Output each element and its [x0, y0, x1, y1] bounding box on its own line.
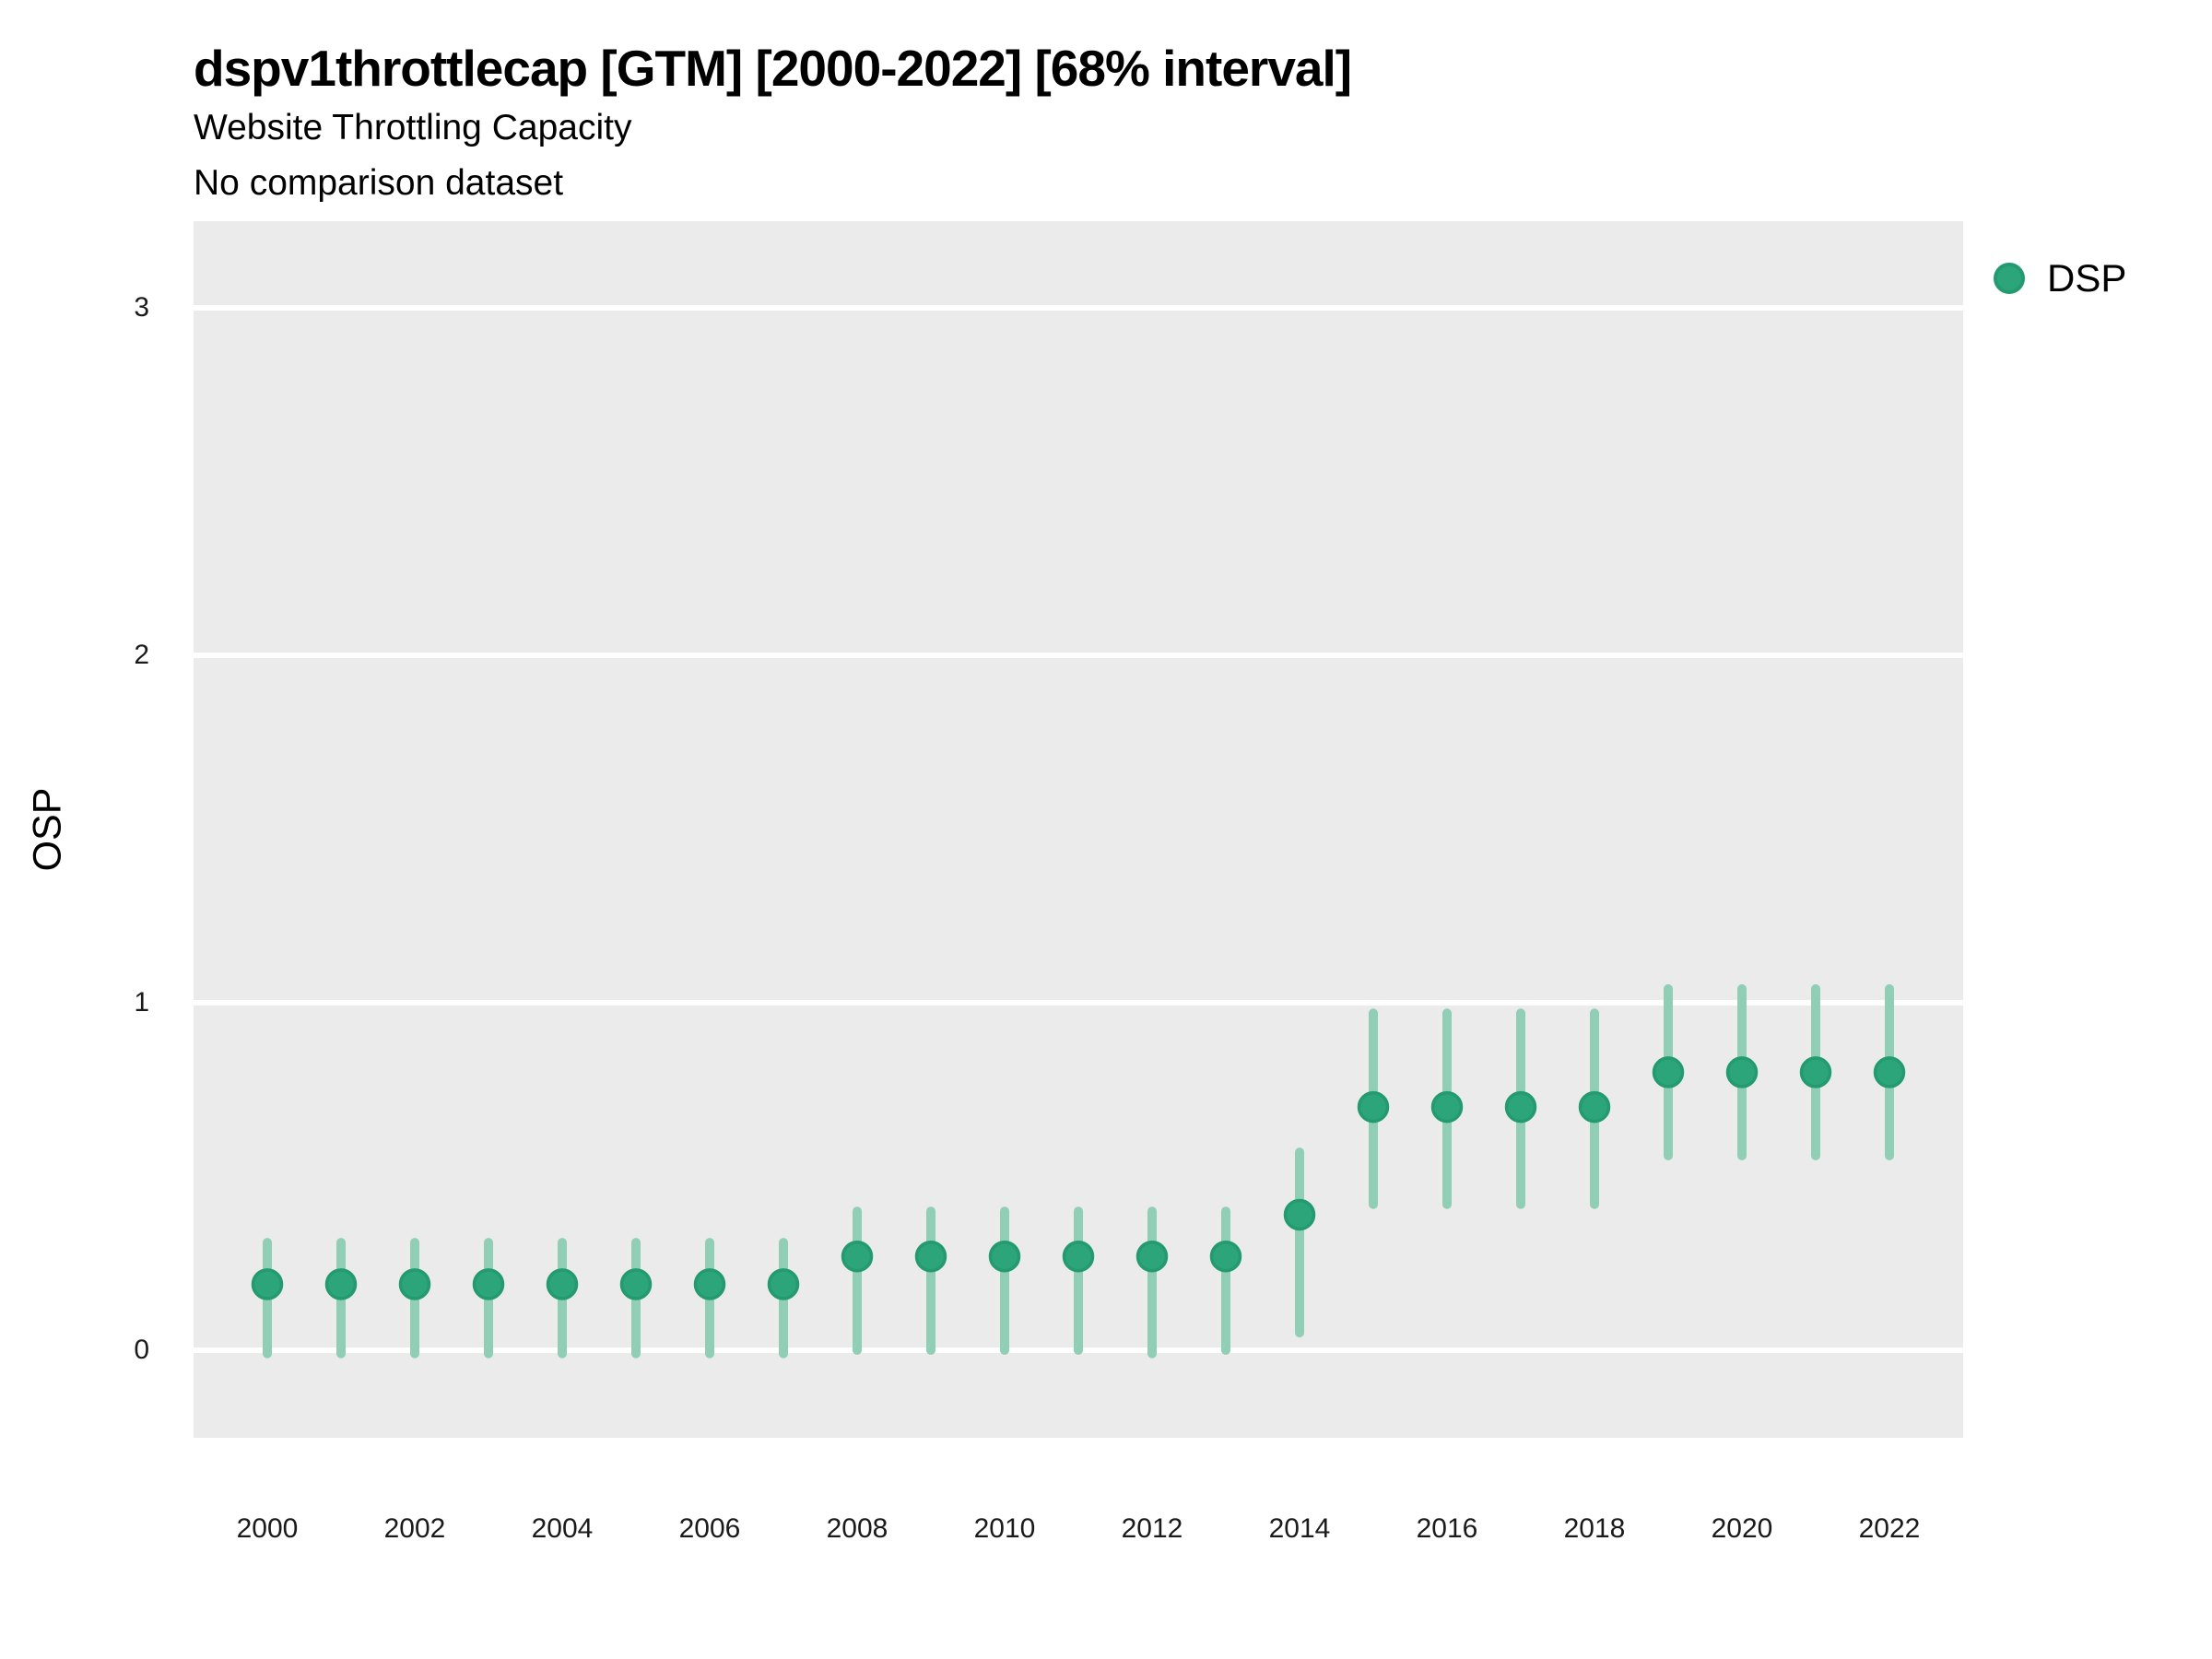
x-tick-label-2012: 2012 [1121, 1513, 1183, 1544]
data-point-2010 [988, 1240, 1021, 1273]
x-tick-label-2002: 2002 [383, 1513, 446, 1544]
data-point-2000 [251, 1268, 284, 1300]
x-tick-label-2018: 2018 [1563, 1513, 1626, 1544]
data-point-2003 [472, 1268, 505, 1300]
legend-label: DSP [2047, 256, 2127, 300]
data-point-2012 [1135, 1240, 1169, 1273]
x-tick-label-2000: 2000 [236, 1513, 299, 1544]
y-tick-label-2: 2 [134, 640, 149, 670]
y-tick-label-0: 0 [134, 1335, 149, 1365]
comparison-note: No comparison dataset [194, 163, 564, 203]
data-point-2021 [1799, 1056, 1832, 1088]
x-tick-label-2014: 2014 [1268, 1513, 1331, 1544]
x-tick-label-2022: 2022 [1858, 1513, 1921, 1544]
x-tick-label-2008: 2008 [826, 1513, 888, 1544]
data-point-2019 [1652, 1056, 1685, 1088]
y-axis-title: OSP [25, 787, 70, 872]
legend: DSP [1994, 256, 2126, 300]
x-tick-label-2010: 2010 [973, 1513, 1036, 1544]
data-point-2001 [324, 1268, 358, 1300]
gridline-y-2 [194, 653, 1963, 658]
data-point-2005 [619, 1268, 653, 1300]
x-tick-label-2016: 2016 [1416, 1513, 1478, 1544]
data-point-2009 [914, 1240, 947, 1273]
data-point-2015 [1357, 1090, 1390, 1124]
x-tick-label-2004: 2004 [531, 1513, 594, 1544]
data-point-2007 [767, 1268, 800, 1300]
data-point-2006 [693, 1268, 726, 1300]
data-point-2017 [1504, 1090, 1537, 1124]
data-point-2020 [1725, 1056, 1759, 1088]
y-tick-label-3: 3 [134, 292, 149, 323]
gridline-y-1 [194, 1000, 1963, 1006]
data-point-2018 [1578, 1090, 1611, 1124]
data-point-2002 [398, 1268, 431, 1300]
chart-title: dspv1throttlecap [GTM] [2000-2022] [68% … [194, 40, 1352, 97]
gridline-y-3 [194, 305, 1963, 311]
data-point-2008 [841, 1240, 874, 1273]
data-point-2013 [1209, 1240, 1242, 1273]
data-point-2016 [1430, 1090, 1464, 1124]
chart-subtitle: Website Throttling Capacity [194, 108, 632, 147]
data-point-2011 [1062, 1240, 1095, 1273]
y-tick-label-1: 1 [134, 987, 149, 1018]
data-point-2014 [1283, 1198, 1316, 1231]
legend-point-icon [1994, 263, 2025, 294]
x-tick-label-2020: 2020 [1711, 1513, 1773, 1544]
data-point-2022 [1873, 1056, 1906, 1088]
x-tick-label-2006: 2006 [678, 1513, 741, 1544]
data-point-2004 [546, 1268, 579, 1300]
